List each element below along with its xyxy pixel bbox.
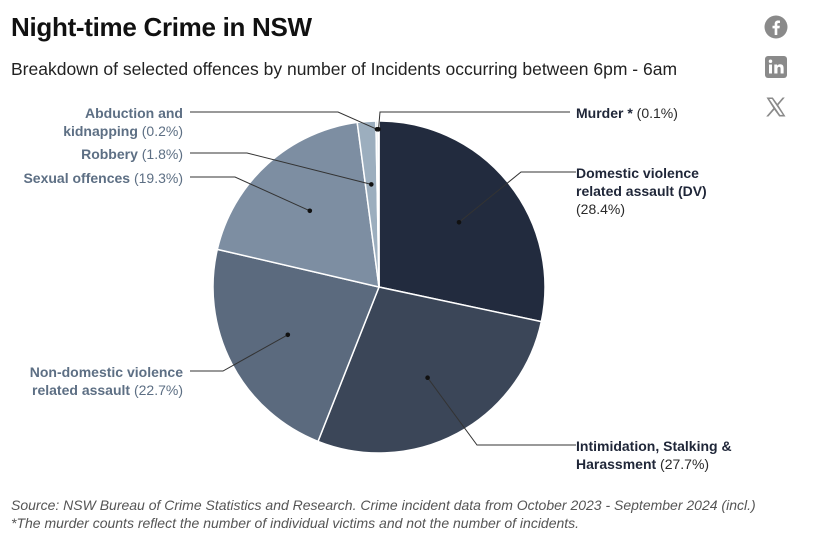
leader-dot-murder [376,127,381,132]
slice-label-name: Murder * [576,105,633,121]
slice-label-name: Harassment [576,456,656,472]
linkedin-share-button[interactable] [764,55,788,79]
slice-label-abduction-and-kidnapping: Abduction and kidnapping (0.2%) [63,105,183,139]
pie-slice-domestic-violence-related-assault-dv[interactable] [378,120,546,323]
slice-label-robbery: Robbery (1.8%) [81,146,183,162]
pie-slice-non-domestic-violence-related-assault[interactable] [212,248,380,443]
slice-label-percent: (27.7%) [656,456,709,472]
slice-label-domestic-violence-related-assault-dv: Domestic violence related assault (DV) (28… [576,165,707,217]
murder-footnote: *The murder counts reflect the number of… [11,515,580,531]
leader-line-sexual-offences [190,176,311,212]
slice-label-sexual-offences: Sexual offences (19.3%) [23,170,183,186]
slice-label-name: Intimidation, Stalking & [576,438,732,454]
slice-label-name: Domestic violence [576,165,699,181]
slice-label-percent: (1.8%) [138,146,183,162]
source-note: Source: NSW Bureau of Crime Statistics a… [11,497,756,513]
slice-label-name: Sexual offences [23,170,130,186]
slice-label-name: Robbery [81,146,138,162]
slice-label-murder: Murder * (0.1%) [576,105,678,121]
slice-label-percent: (19.3%) [130,170,183,186]
slice-label-percent: (0.1%) [633,105,678,121]
slice-label-percent: (22.7%) [130,382,183,398]
leader-line-abduction-and-kidnapping [190,111,378,130]
chart-footer: Source: NSW Bureau of Crime Statistics a… [11,496,756,532]
pie-slice-intimidation-stalking-harassment[interactable] [317,286,543,454]
slice-label-name: related assault (DV) [576,183,707,199]
facebook-share-button[interactable] [764,15,788,39]
facebook-icon [764,15,788,39]
leader-dot-non-domestic-violence-related-assault [285,332,291,338]
leader-line-domestic-violence-related-assault-dv [458,171,576,223]
linkedin-icon [765,56,787,78]
slice-label-name: kidnapping [63,123,138,139]
slice-label-name: related assault [32,382,130,398]
x-share-button[interactable] [764,95,788,119]
x-icon [766,97,786,117]
slice-label-percent: (28.4%) [576,201,625,217]
slice-label-name: Non-domestic violence [30,364,183,380]
leader-line-murder [378,111,570,130]
pie-slice-murder[interactable] [377,120,380,288]
slice-label-non-domestic-violence-related-assault: Non-domestic violence related assault (22… [30,364,183,398]
slice-label-intimidation-stalking-harassment: Intimidation, Stalking & Harassment (27.7… [576,438,732,472]
slice-label-name: Abduction and [85,105,183,121]
leader-line-intimidation-stalking-harassment [427,377,576,446]
chart-subtitle: Breakdown of selected offences by number… [11,59,678,79]
leader-dot-intimidation-stalking-harassment [425,375,430,381]
leader-dot-sexual-offences [307,208,313,214]
pie-slice-sexual-offences[interactable] [216,121,380,288]
chart-title: Night-time Crime in NSW [11,12,312,42]
slice-label-percent: (0.2%) [138,123,183,139]
leader-dot-domestic-violence-related-assault-dv [456,220,462,225]
leader-line-non-domestic-violence-related-assault [190,334,289,372]
leader-line-robbery [190,152,372,185]
leader-dot-robbery [369,182,374,187]
